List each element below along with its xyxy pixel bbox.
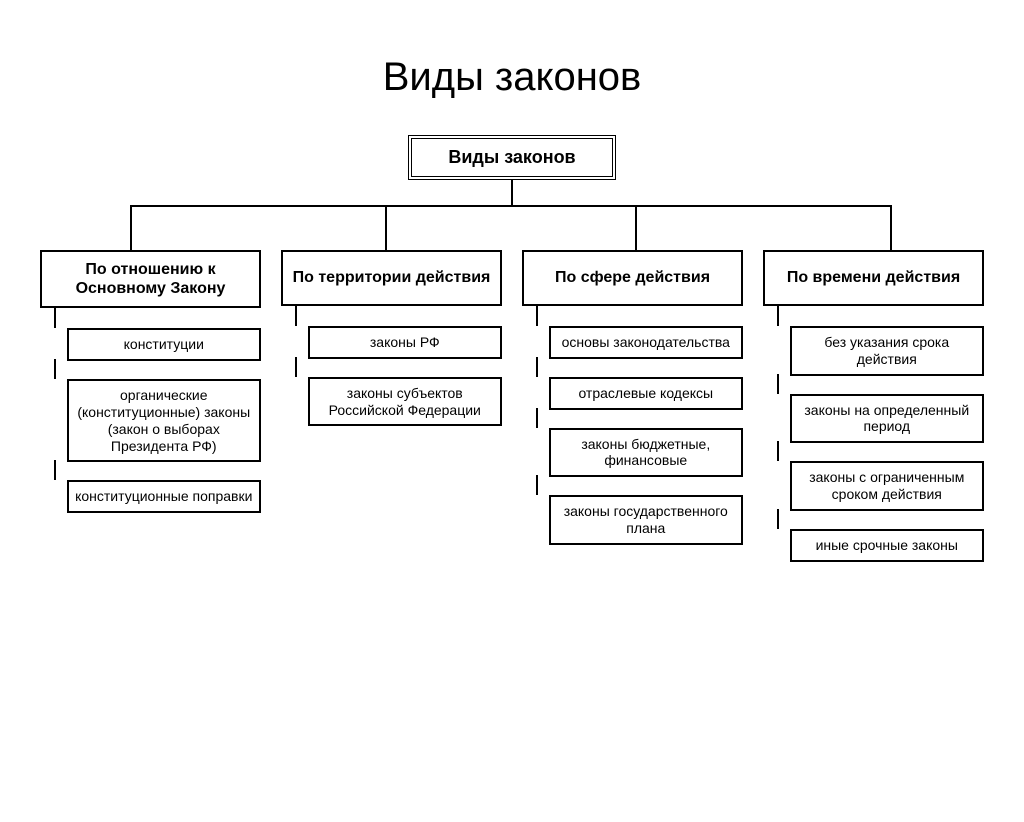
- item-box: законы субъектов Российской Федерации: [308, 377, 502, 427]
- page-title: Виды законов: [0, 55, 1024, 100]
- root-node: Виды законов: [408, 135, 615, 180]
- item-connector: [281, 310, 502, 326]
- item-box: законы на определенный период: [790, 394, 984, 444]
- item-connector: [40, 363, 261, 379]
- item-connector: [522, 361, 743, 377]
- column-1: По территории действия законы РФ законы су…: [281, 250, 502, 564]
- item-connector: [522, 479, 743, 495]
- item-box: конституционные поправки: [67, 480, 261, 513]
- item-box: основы законодательства: [549, 326, 743, 359]
- item-connector: [522, 310, 743, 326]
- item-box: отраслевые кодексы: [549, 377, 743, 410]
- item-connector: [763, 310, 984, 326]
- item-box: законы с ограниченным сроком действия: [790, 461, 984, 511]
- category-box: По территории действия: [281, 250, 502, 306]
- item-connector: [40, 464, 261, 480]
- item-connector: [763, 445, 984, 461]
- items-wrap: основы законодательства отраслевые кодекс…: [522, 310, 743, 547]
- item-box: законы бюджетные, финансовые: [549, 428, 743, 478]
- item-connector: [763, 513, 984, 529]
- item-connector: [522, 412, 743, 428]
- items-wrap: без указания срока действия законы на опр…: [763, 310, 984, 564]
- column-2: По сфере действияосновы законодательства…: [522, 250, 743, 564]
- columns-container: По отношению к Основному Законуконституц…: [0, 250, 1024, 564]
- item-connector: [763, 378, 984, 394]
- category-box: По сфере действия: [522, 250, 743, 306]
- category-box: По отношению к Основному Закону: [40, 250, 261, 308]
- item-box: без указания срока действия: [790, 326, 984, 376]
- item-box: конституции: [67, 328, 261, 361]
- item-box: законы государственного плана: [549, 495, 743, 545]
- item-box: законы РФ: [308, 326, 502, 359]
- item-connector: [281, 361, 502, 377]
- column-3: По времени действиябез указания срока де…: [763, 250, 984, 564]
- item-box: иные срочные законы: [790, 529, 984, 562]
- category-box: По времени действия: [763, 250, 984, 306]
- items-wrap: конституции органические (конституционные…: [40, 312, 261, 515]
- item-box: органические (конституционные) законы (з…: [67, 379, 261, 462]
- items-wrap: законы РФ законы субъектов Российской Фед…: [281, 310, 502, 428]
- item-connector: [40, 312, 261, 328]
- column-0: По отношению к Основному Законуконституц…: [40, 250, 261, 564]
- connector-lines: [40, 180, 984, 250]
